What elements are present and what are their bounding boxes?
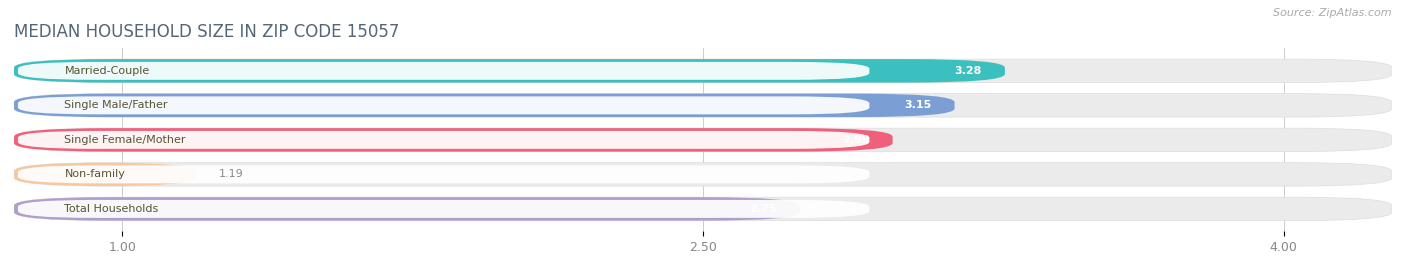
Text: 3.28: 3.28: [955, 66, 981, 76]
FancyBboxPatch shape: [14, 163, 195, 186]
Text: 1.19: 1.19: [219, 169, 245, 179]
Text: Non-family: Non-family: [65, 169, 125, 179]
Text: Single Male/Father: Single Male/Father: [65, 100, 167, 110]
FancyBboxPatch shape: [18, 131, 869, 149]
Text: Source: ZipAtlas.com: Source: ZipAtlas.com: [1274, 8, 1392, 18]
Text: Total Households: Total Households: [65, 204, 159, 214]
FancyBboxPatch shape: [14, 59, 1392, 83]
FancyBboxPatch shape: [14, 163, 1392, 186]
FancyBboxPatch shape: [14, 94, 1392, 117]
FancyBboxPatch shape: [14, 94, 955, 117]
Text: Married-Couple: Married-Couple: [65, 66, 149, 76]
FancyBboxPatch shape: [14, 197, 1392, 221]
FancyBboxPatch shape: [18, 200, 869, 218]
Text: MEDIAN HOUSEHOLD SIZE IN ZIP CODE 15057: MEDIAN HOUSEHOLD SIZE IN ZIP CODE 15057: [14, 23, 399, 41]
FancyBboxPatch shape: [14, 128, 1392, 152]
FancyBboxPatch shape: [14, 128, 893, 152]
FancyBboxPatch shape: [14, 59, 1005, 83]
FancyBboxPatch shape: [18, 62, 869, 80]
FancyBboxPatch shape: [18, 96, 869, 114]
FancyBboxPatch shape: [18, 165, 869, 183]
Text: Single Female/Mother: Single Female/Mother: [65, 135, 186, 145]
Text: 3.15: 3.15: [904, 100, 931, 110]
FancyBboxPatch shape: [14, 197, 800, 221]
Text: 2.75: 2.75: [749, 204, 776, 214]
Text: 2.99: 2.99: [842, 135, 869, 145]
